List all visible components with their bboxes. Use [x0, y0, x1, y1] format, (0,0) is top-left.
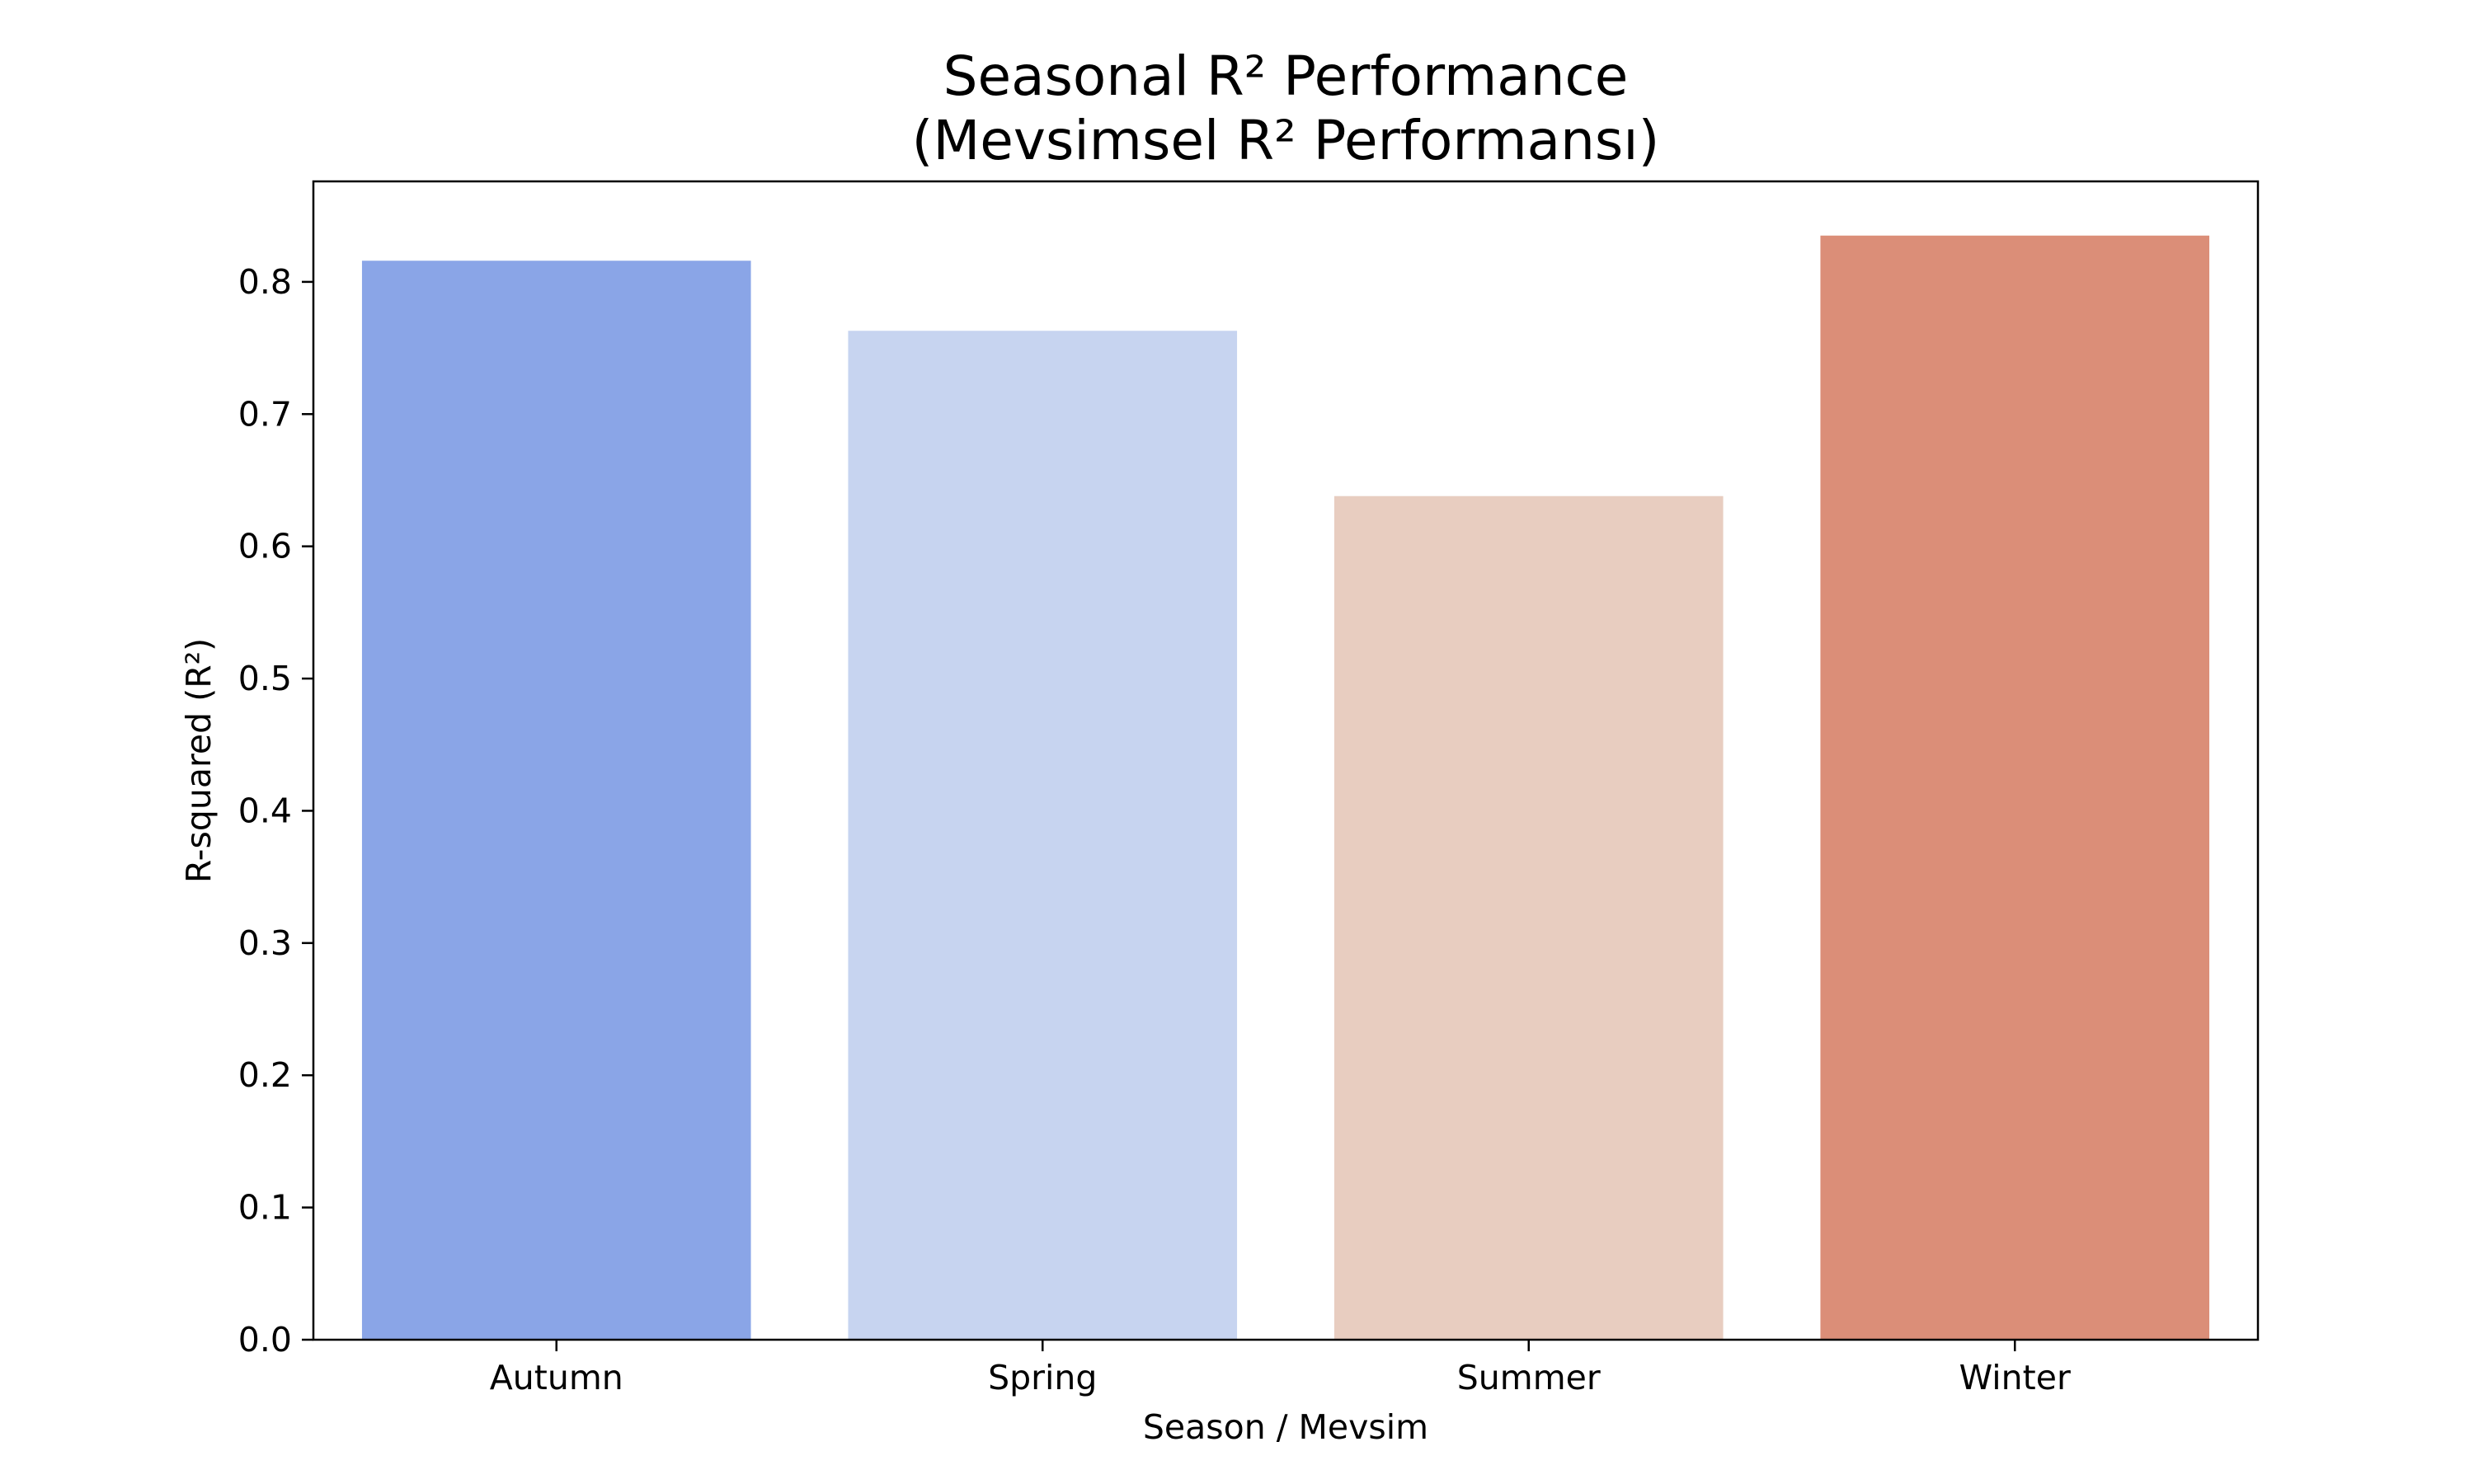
x-axis: Autumn Spring Summer Winter [490, 1340, 2071, 1397]
y-tick-label: 0.6 [238, 527, 292, 566]
bars [361, 235, 2210, 1341]
plot-frame [312, 180, 2260, 1341]
chart-title: Seasonal R² Performance (Mevsimsel R² Per… [912, 45, 1660, 172]
y-axis-label: R-squared (R²) [179, 638, 219, 883]
y-tick-label: 0.7 [238, 394, 292, 434]
y-tick-label: 0.0 [238, 1320, 292, 1360]
y-axis: 0.0 0.1 0.2 0.3 0.4 0.5 0.6 0.7 0.8 [238, 262, 313, 1360]
x-tick-label-autumn: Autumn [490, 1358, 623, 1397]
bar-winter [1820, 235, 2210, 1340]
y-tick-label: 0.8 [238, 262, 292, 302]
y-tick-label: 0.2 [238, 1055, 292, 1095]
y-tick-label: 0.1 [238, 1188, 292, 1228]
bar-spring [848, 331, 1238, 1341]
y-tick-label: 0.3 [238, 923, 292, 963]
y-tick-label: 0.4 [238, 791, 292, 830]
x-axis-label: Season / Mevsim [1143, 1407, 1428, 1447]
bar-autumn [361, 261, 751, 1340]
x-tick-label-spring: Spring [988, 1358, 1097, 1397]
y-tick-label: 0.5 [238, 659, 292, 698]
x-tick-label-winter: Winter [1959, 1358, 2071, 1397]
x-tick-label-summer: Summer [1457, 1358, 1601, 1397]
bar-summer [1333, 495, 1724, 1340]
